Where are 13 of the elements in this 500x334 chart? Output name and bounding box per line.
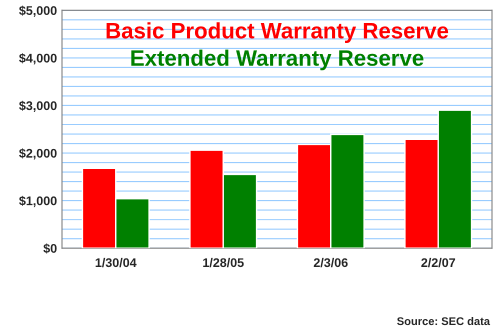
x-tick-label: 2/2/07 <box>421 258 456 268</box>
y-tick-label: $2,000 <box>19 148 57 160</box>
text: Basic Product Warranty Reserve <box>106 22 448 43</box>
series-label: Extended Warranty Reserve <box>131 50 424 70</box>
x-tick-label: 1/28/05 <box>203 258 244 268</box>
y-tick-label: $5,000 <box>19 6 57 17</box>
x-tick-label: 1/30/04 <box>96 258 137 268</box>
y-tick-label: $1,000 <box>19 196 57 208</box>
source-note: Source: SEC data <box>397 316 490 326</box>
x-tick-label: 2/3/06 <box>314 258 348 268</box>
y-tick-label: $0 <box>43 243 57 254</box>
y-tick-label: $3,000 <box>19 100 57 112</box>
y-tick-label: $4,000 <box>19 53 57 64</box>
